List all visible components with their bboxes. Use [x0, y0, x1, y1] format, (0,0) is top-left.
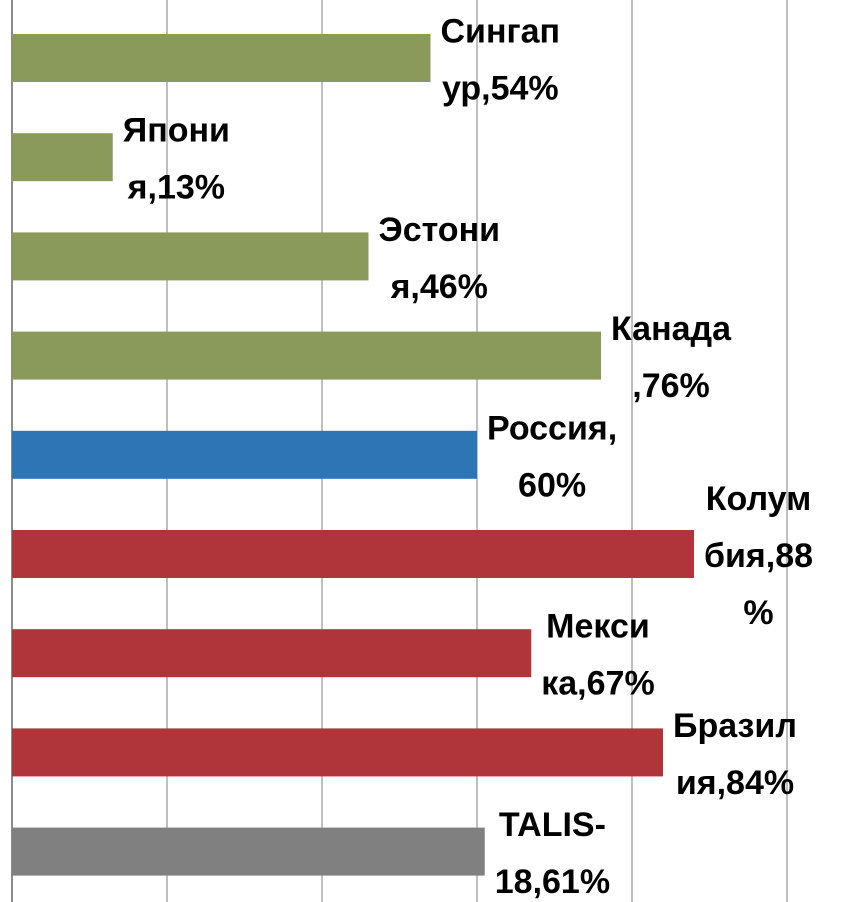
- bar: [12, 331, 601, 380]
- data-label-line: я,13%: [127, 169, 225, 207]
- data-label-line: 60%: [518, 466, 586, 504]
- bar: [12, 530, 694, 578]
- bar: [12, 728, 663, 777]
- bar: [12, 629, 532, 678]
- data-label-line: ия,84%: [676, 764, 794, 802]
- data-label-line: TALIS-: [499, 806, 606, 844]
- data-label: Россия, 60%: [487, 409, 617, 504]
- data-label-line: я,46%: [390, 268, 488, 306]
- data-label-line: ур,54%: [442, 69, 559, 107]
- bar: [12, 34, 431, 82]
- data-label-line: ка,67%: [541, 665, 654, 703]
- data-label: Мекси ка,67%: [541, 608, 654, 703]
- data-label-line: Колум: [706, 480, 811, 518]
- data-label-line: Бразил: [673, 707, 797, 745]
- data-label-line: Канада: [611, 310, 732, 348]
- bar: [12, 133, 113, 182]
- data-label: Япони я,13%: [123, 112, 230, 207]
- data-label-line: Россия,: [487, 409, 617, 447]
- data-label-line: Япони: [123, 112, 230, 150]
- bar: [12, 827, 485, 876]
- data-label-line: бия,88: [704, 537, 813, 575]
- data-label: Канада ,76%: [611, 310, 732, 405]
- data-label: Эстони я,46%: [379, 211, 501, 306]
- data-label-line: Мекси: [546, 608, 650, 646]
- data-label: Колум бия,88%: [704, 480, 813, 632]
- data-label-line: 18,61%: [495, 863, 610, 901]
- data-label: Сингап ур,54%: [441, 12, 561, 107]
- data-label: TALIS- 18,61%: [495, 806, 610, 901]
- data-label-line: Сингап: [441, 12, 561, 50]
- data-label: Бразил ия,84%: [673, 707, 797, 802]
- data-label-line: %: [743, 594, 773, 632]
- bar: [12, 430, 477, 479]
- data-label-line: ,76%: [632, 367, 710, 405]
- data-label-line: Эстони: [379, 211, 501, 249]
- bar: [12, 232, 369, 281]
